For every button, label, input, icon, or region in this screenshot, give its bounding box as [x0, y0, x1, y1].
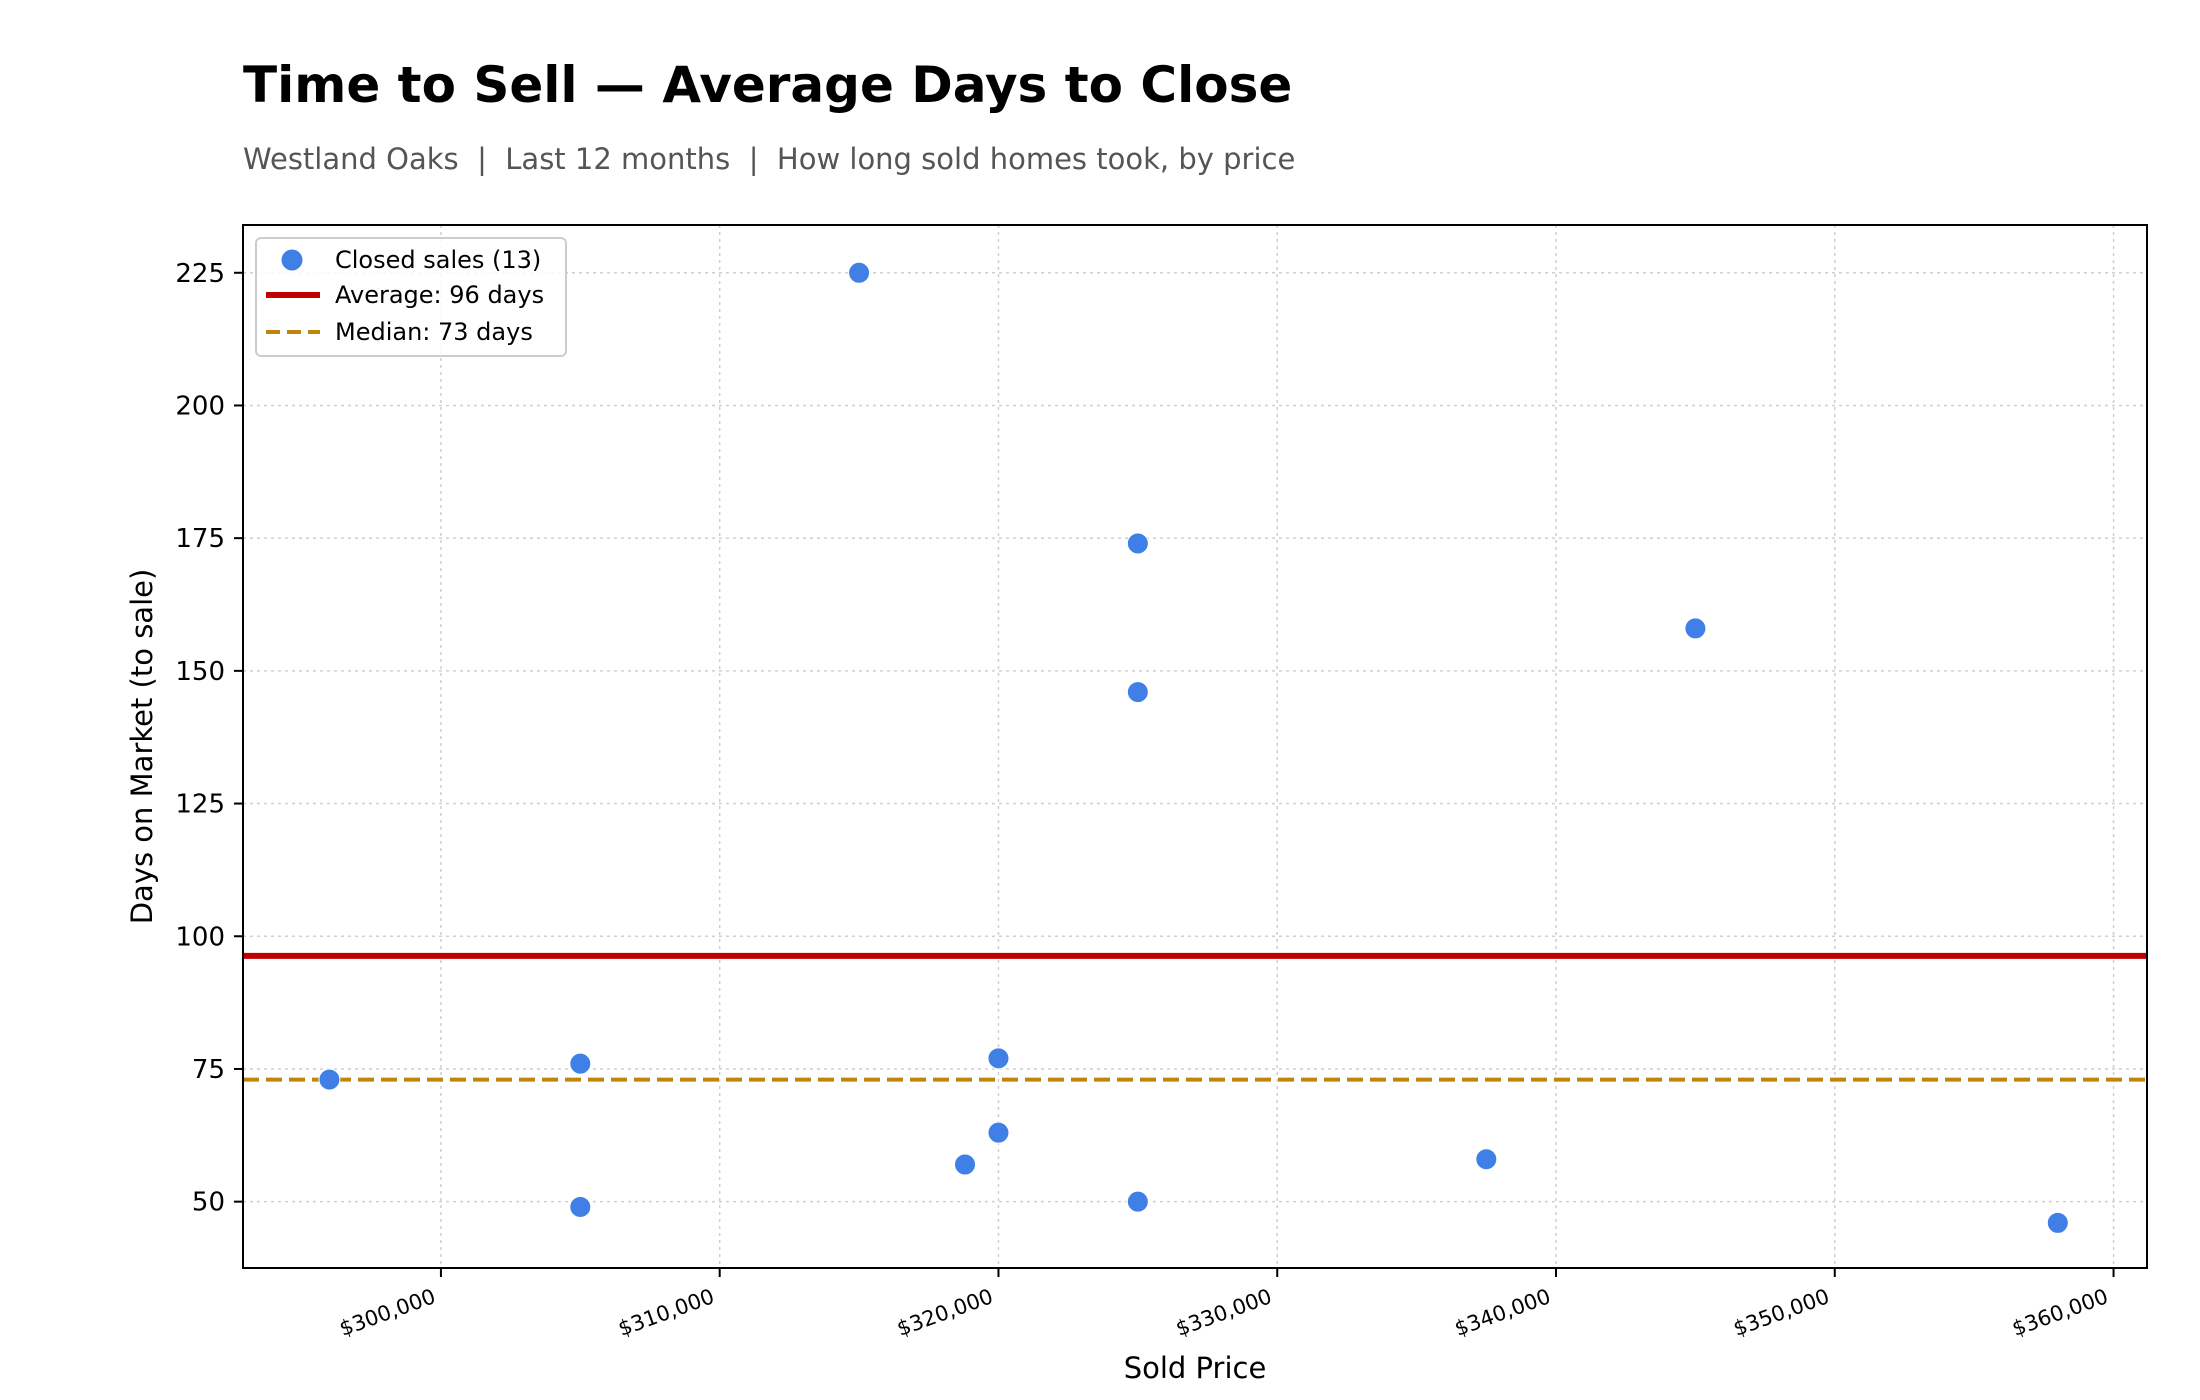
- x-tick-label: $310,000: [615, 1284, 717, 1341]
- data-point: [987, 1121, 1010, 1144]
- y-tick-label: 100: [175, 922, 225, 952]
- data-point: [569, 1052, 592, 1075]
- chart-title: Time to Sell — Average Days to Close: [243, 56, 1293, 114]
- y-tick-label: 175: [175, 524, 225, 554]
- x-tick-label: $320,000: [894, 1284, 996, 1341]
- y-tick-label: 200: [175, 391, 225, 421]
- legend: Closed sales (13) Average: 96 days Media…: [255, 237, 567, 357]
- data-point: [569, 1195, 592, 1218]
- y-axis-label: Days on Market (to sale): [125, 569, 159, 925]
- legend-box: [255, 237, 567, 357]
- legend-label-closed-sales: Closed sales (13): [335, 246, 541, 274]
- x-tick-label: $340,000: [1451, 1284, 1553, 1341]
- grid-lines: [243, 225, 2147, 1268]
- data-point: [1475, 1148, 1498, 1171]
- data-point: [2046, 1211, 2069, 1234]
- data-point: [1126, 532, 1149, 555]
- x-tick-label: $330,000: [1173, 1284, 1275, 1341]
- data-point: [848, 261, 871, 284]
- plot-frame: [242, 224, 2148, 1269]
- data-point: [954, 1153, 977, 1176]
- x-tick-label: $300,000: [336, 1284, 438, 1341]
- y-axis-ticks: 50 75 100 125 150 175 200 225: [175, 259, 243, 1218]
- y-tick-label: 50: [192, 1188, 225, 1218]
- data-point: [987, 1047, 1010, 1070]
- y-tick-label: 150: [175, 657, 225, 687]
- legend-label-average: Average: 96 days: [335, 281, 544, 309]
- y-tick-label: 125: [175, 790, 225, 820]
- chart-subtitle: Westland Oaks | Last 12 months | How lon…: [243, 142, 1296, 176]
- x-tick-label: $350,000: [1730, 1284, 1832, 1341]
- x-axis-label: Sold Price: [1124, 1351, 1267, 1385]
- data-points: [318, 261, 2069, 1234]
- data-point: [1684, 617, 1707, 640]
- x-tick-label: $360,000: [2009, 1284, 2111, 1341]
- y-tick-label: 75: [192, 1055, 225, 1085]
- data-point: [1126, 1190, 1149, 1213]
- reference-lines: [243, 952, 2147, 1082]
- data-point: [1126, 681, 1149, 704]
- data-point: [318, 1068, 341, 1091]
- x-axis-ticks: $300,000 $310,000 $320,000 $330,000 $340,000…: [336, 1268, 2115, 1341]
- legend-label-median: Median: 73 days: [335, 318, 533, 346]
- legend-marker-closed-sales: [281, 249, 303, 271]
- y-tick-label: 225: [175, 259, 225, 289]
